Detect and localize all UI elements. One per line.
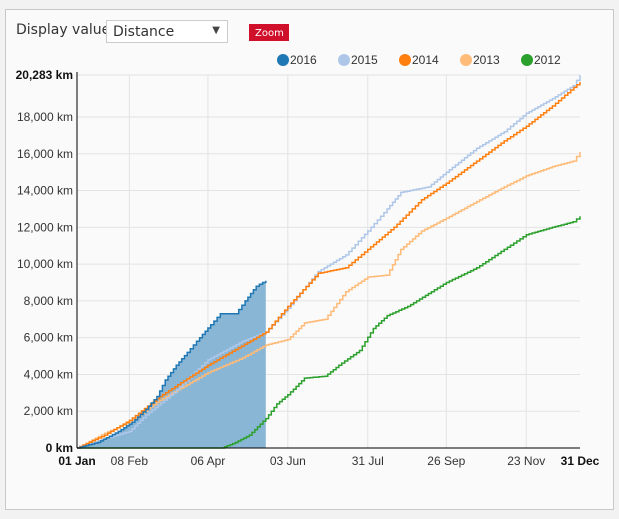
legend-label: 2016: [290, 53, 317, 67]
series-line-2015: [77, 75, 581, 449]
legend-label: 2014: [412, 53, 439, 67]
display-value-selected: Distance: [113, 24, 175, 40]
legend-marker-2012: [521, 54, 533, 66]
legend-label: 2012: [534, 53, 561, 67]
x-tick-label: 01 Jan: [58, 454, 95, 468]
y-tick-label: 8,000 km: [24, 294, 73, 308]
y-tick-label: 16,000 km: [17, 147, 73, 161]
x-tick-label: 03 Jun: [270, 454, 306, 468]
zoom-button[interactable]: Zoom: [249, 24, 289, 41]
legend-label: 2013: [473, 53, 500, 67]
series-line-2014: [77, 82, 581, 449]
series-line-2016: [77, 280, 267, 449]
series-line-2013: [77, 151, 581, 449]
y-tick-label: 2,000 km: [24, 404, 73, 418]
display-value-select[interactable]: Distance ▼: [106, 20, 228, 43]
y-tick-label: 4,000 km: [24, 367, 73, 381]
chevron-down-icon: ▼: [212, 25, 220, 36]
x-tick-label: 31 Dec: [561, 454, 600, 468]
y-tick-label: 12,000 km: [17, 220, 73, 234]
x-tick-label: 31 Jul: [352, 454, 384, 468]
chart-panel: [5, 9, 614, 510]
y-tick-label: 6,000 km: [24, 331, 73, 345]
legend-marker-2016: [277, 54, 289, 66]
legend-label: 2015: [351, 53, 378, 67]
display-value-label: Display value:: [16, 22, 116, 38]
legend-marker-2014: [399, 54, 411, 66]
y-tick-label: 18,000 km: [17, 110, 73, 124]
x-tick-label: 06 Apr: [191, 454, 226, 468]
x-tick-label: 26 Sep: [427, 454, 465, 468]
x-tick-label: 23 Nov: [507, 454, 545, 468]
y-tick-label: 20,283 km: [16, 68, 73, 82]
legend-marker-2015: [338, 54, 350, 66]
legend-marker-2013: [460, 54, 472, 66]
x-tick-label: 08 Feb: [111, 454, 149, 468]
y-tick-label: 0 km: [46, 441, 73, 455]
y-tick-label: 10,000 km: [17, 257, 73, 271]
y-tick-label: 14,000 km: [17, 184, 73, 198]
series-area-2016: [77, 280, 266, 448]
